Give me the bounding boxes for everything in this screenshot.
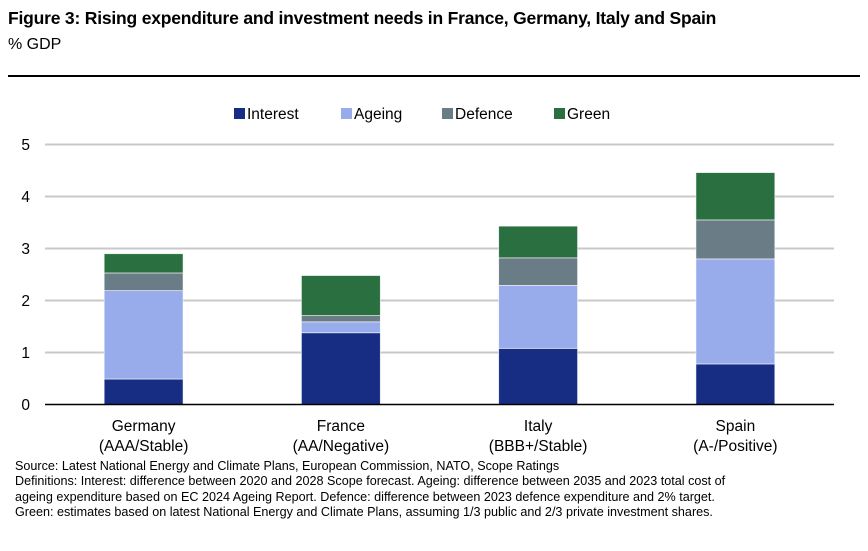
- bar-segment-interest: [103, 378, 184, 405]
- x-tick-label-rating: (BBB+/Stable): [489, 438, 588, 455]
- bar-group-italy: [498, 225, 578, 405]
- legend-swatch: [442, 108, 453, 119]
- legend-label: Defence: [455, 106, 513, 123]
- bar-segment-ageing: [498, 285, 578, 349]
- x-tick-label-rating: (A-/Positive): [693, 438, 777, 455]
- bar-segment-green: [301, 275, 381, 316]
- bars: [103, 172, 776, 405]
- x-tick-label-rating: (AA/Negative): [293, 438, 389, 455]
- source-note: Source: Latest National Energy and Clima…: [15, 459, 560, 473]
- bar-segment-green: [103, 253, 184, 274]
- y-tick-label: 1: [21, 345, 30, 362]
- bar-segment-ageing: [695, 258, 776, 365]
- bar-segment-defence: [103, 272, 184, 292]
- definitions-note-line-3: Green: estimates based on latest Nationa…: [15, 505, 713, 520]
- legend-label: Interest: [247, 106, 299, 123]
- x-tick-label-country: Spain: [716, 418, 756, 435]
- bar-segment-green: [498, 225, 578, 259]
- legend-swatch: [554, 108, 565, 119]
- y-axis-ticks: 0 1 2 3 4 5: [21, 137, 30, 414]
- bar-segment-interest: [695, 363, 776, 405]
- legend-swatch: [341, 108, 352, 119]
- footnotes: Source: Latest National Energy and Clima…: [15, 459, 725, 521]
- x-axis-labels: Germany (AAA/Stable) France (AA/Negative) It…: [99, 418, 778, 455]
- bar-segment-interest: [498, 347, 578, 405]
- bar-segment-ageing: [103, 290, 184, 380]
- x-tick-label-rating: (AAA/Stable): [99, 438, 189, 455]
- y-tick-label: 2: [21, 293, 30, 310]
- bar-segment-defence: [695, 219, 776, 260]
- legend-item-defence: Defence: [442, 106, 513, 123]
- legend-swatch: [234, 108, 245, 119]
- x-tick-label-country: Italy: [524, 418, 553, 435]
- definitions-note-line-1: Definitions: Interest: difference betwee…: [15, 474, 726, 489]
- definitions-note-line-2: ageing expenditure based on EC 2024 Agei…: [15, 489, 715, 504]
- bar-segment-defence: [498, 257, 578, 286]
- title-divider: [8, 75, 860, 77]
- y-tick-label: 4: [21, 189, 30, 206]
- y-tick-label: 5: [21, 137, 30, 154]
- bar-segment-ageing: [301, 321, 381, 334]
- legend: Interest Ageing Defence Green: [234, 106, 610, 123]
- legend-label: Green: [567, 106, 610, 123]
- legend-item-interest: Interest: [234, 106, 299, 123]
- figure-title: Figure 3: Rising expenditure and investm…: [8, 8, 717, 28]
- bar-segment-interest: [301, 332, 381, 405]
- x-tick-label-country: France: [317, 418, 365, 435]
- y-tick-label: 3: [21, 241, 30, 258]
- y-tick-label: 0: [21, 397, 30, 414]
- figure-subtitle: % GDP: [8, 36, 62, 53]
- bar-segment-defence: [301, 315, 381, 323]
- bar-group-spain: [695, 172, 776, 405]
- stacked-bar-chart: Interest Ageing Defence Green 0 1 2 3 4 5 German…: [21, 106, 834, 455]
- bar-segment-green: [695, 172, 776, 221]
- legend-item-ageing: Ageing: [341, 106, 402, 123]
- bar-group-france: [301, 275, 381, 405]
- legend-label: Ageing: [354, 106, 402, 123]
- bar-group-germany: [103, 253, 184, 405]
- x-tick-label-country: Germany: [112, 418, 176, 435]
- legend-item-green: Green: [554, 106, 610, 123]
